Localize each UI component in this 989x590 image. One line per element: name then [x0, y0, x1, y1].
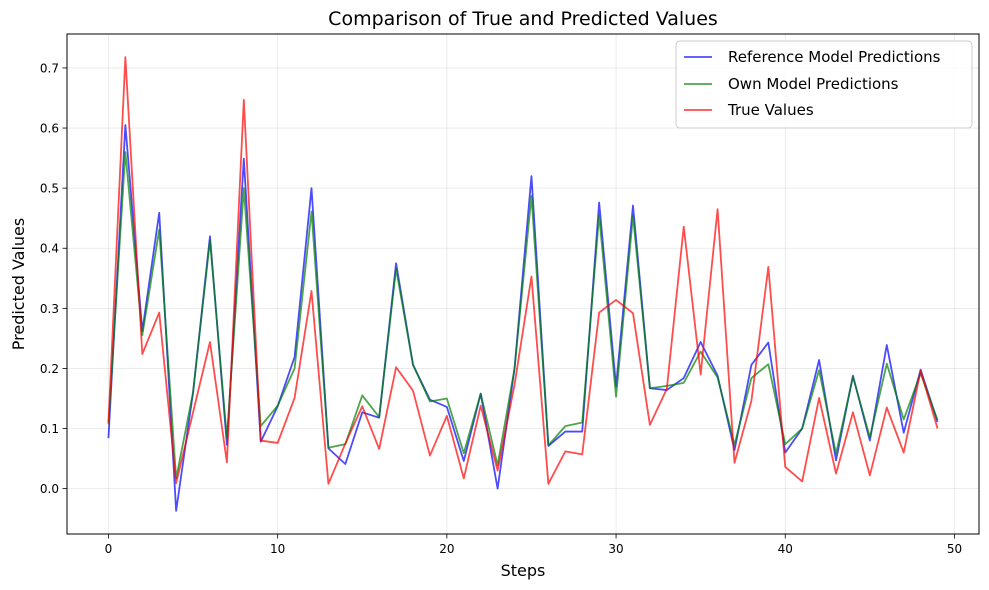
y-axis-title: Predicted Values [9, 218, 28, 350]
y-tick-label: 0.7 [40, 61, 59, 75]
x-axis-ticks: 0 10 20 30 40 50 [105, 534, 962, 556]
x-tick-label: 0 [105, 542, 113, 556]
plot-area-frame [66, 33, 980, 535]
legend-label-reference: Reference Model Predictions [728, 48, 941, 66]
y-tick-label: 0.6 [40, 122, 59, 136]
y-tick-label: 0.0 [40, 482, 59, 496]
y-tick-label: 0.4 [40, 242, 59, 256]
series-line-1 [107, 151, 939, 480]
x-tick-label: 40 [778, 542, 793, 556]
series-line-2 [107, 56, 939, 485]
grid [67, 34, 979, 534]
y-tick-label: 0.2 [40, 362, 59, 376]
legend-label-own: Own Model Predictions [728, 75, 899, 93]
x-tick-label: 20 [439, 542, 454, 556]
legend-label-true: True Values [727, 101, 814, 119]
y-tick-label: 0.3 [40, 302, 59, 316]
legend-box [675, 40, 973, 129]
y-tick-label: 0.5 [40, 182, 59, 196]
legend: Reference Model Predictions Own Model Pr… [675, 40, 973, 129]
chart-title: Comparison of True and Predicted Values [328, 8, 718, 30]
series-lines [107, 56, 939, 512]
x-tick-label: 50 [947, 542, 962, 556]
x-tick-label: 10 [270, 542, 285, 556]
y-axis-ticks: 0.0 0.1 0.2 0.3 0.4 0.5 0.6 0.7 [40, 61, 67, 496]
series-line-0 [107, 124, 939, 512]
x-tick-label: 30 [608, 542, 623, 556]
x-axis-title: Steps [501, 561, 546, 580]
y-tick-label: 0.1 [40, 422, 59, 436]
